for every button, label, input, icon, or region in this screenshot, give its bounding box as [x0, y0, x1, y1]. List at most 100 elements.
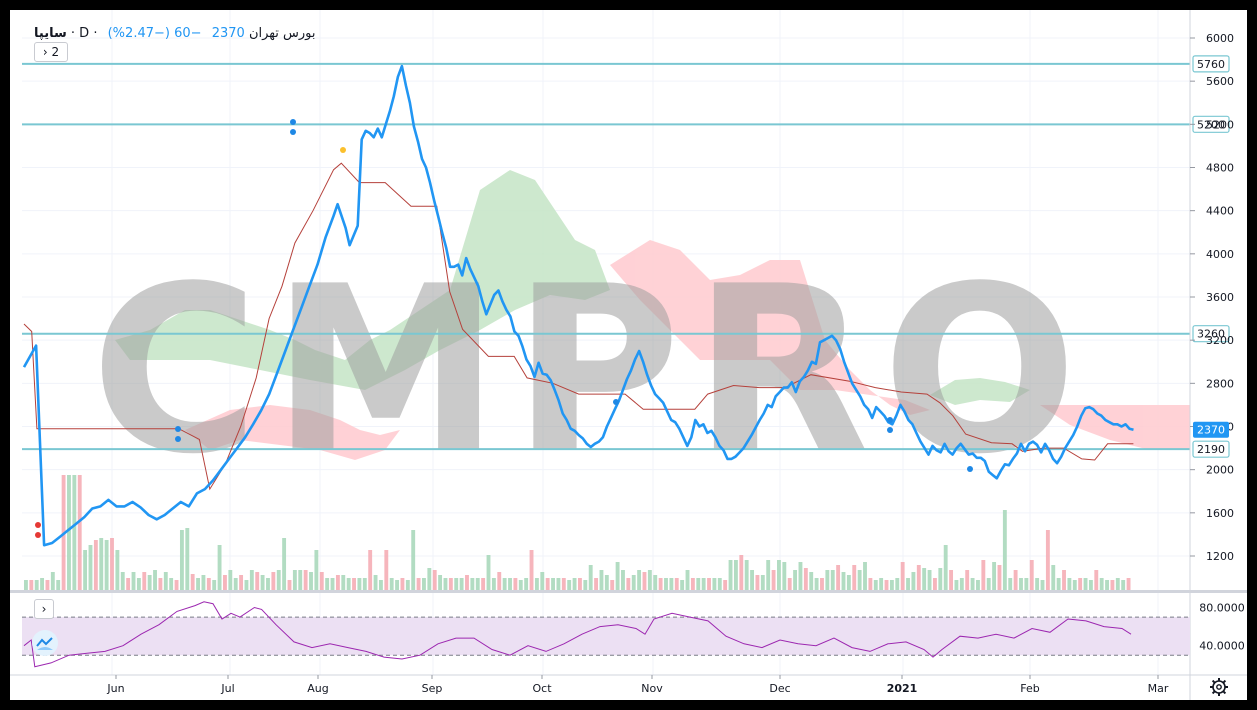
volume-bar: [346, 578, 351, 590]
horizontal-level-tag: [1192, 55, 1230, 73]
volume-bar: [196, 578, 200, 590]
volume-bar: [475, 578, 480, 590]
cloud-red-2: [610, 240, 930, 415]
chevron-right-icon: ›: [41, 602, 47, 616]
symbol-name[interactable]: سایپا: [34, 26, 67, 41]
volume-bar: [88, 545, 93, 590]
volume-bar: [34, 580, 39, 590]
volume-bar: [1072, 580, 1077, 590]
volume-bar: [249, 570, 254, 590]
rsi-tick-label: 40.0000: [1199, 640, 1245, 653]
chart-area[interactable]: CMPRO 5760 5200 3260 2190: [10, 10, 1247, 700]
volume-bar: [115, 550, 120, 590]
rsi-pane[interactable]: 80.0000 40.0000: [22, 601, 1245, 668]
volume-bar: [416, 578, 421, 590]
volume-bar: [895, 578, 900, 590]
volume-bar: [1056, 578, 1061, 590]
volume-bar: [750, 570, 754, 590]
volume-bar: [1019, 578, 1023, 590]
rsi-band: [22, 617, 1190, 656]
price-tick-label: 2800: [1206, 377, 1234, 390]
volume-bar: [335, 575, 340, 590]
horizontal-level-tag: [1192, 325, 1230, 343]
volume-bar: [185, 528, 190, 590]
rsi-line: [23, 601, 1132, 668]
signal-marker: [613, 399, 619, 405]
volume-bar: [674, 578, 679, 590]
signal-marker: [175, 426, 181, 432]
volume-bar: [610, 580, 615, 590]
volume-bar: [551, 578, 555, 590]
volume-bar: [561, 578, 566, 590]
time-tick-label: Feb: [1020, 682, 1039, 695]
time-tick-label: Sep: [422, 682, 443, 695]
price-tick-label: 3600: [1206, 291, 1234, 304]
volume-bar: [814, 578, 819, 590]
time-tick-label: Mar: [1148, 682, 1169, 695]
price-tick-label: 6000: [1206, 32, 1234, 45]
volume-bar: [190, 574, 195, 590]
volume-bar: [825, 570, 830, 590]
rsi-legend-icon[interactable]: [32, 630, 58, 656]
rsi-collapse-button[interactable]: ›: [34, 599, 54, 619]
time-tick-label: Dec: [769, 682, 790, 695]
volume-bar: [411, 530, 416, 590]
volume-bar: [45, 580, 50, 590]
volume-bar: [174, 580, 179, 590]
price-scale[interactable]: 1200160020002400280032003600400044004800…: [1189, 10, 1234, 700]
volume-bar: [529, 550, 534, 590]
volume-bar: [959, 578, 964, 590]
volume-bar: [1002, 510, 1007, 590]
volume-bar: [540, 572, 545, 590]
volume-bar: [906, 578, 910, 590]
dot-separator: ·: [70, 26, 76, 41]
volume-bar: [287, 580, 292, 590]
time-axis[interactable]: Jun Jul Aug Sep Oct Nov Dec 2021 Feb Mar: [106, 675, 1169, 695]
indicators-toggle-button[interactable]: › 2: [34, 42, 68, 62]
volume-bar: [163, 572, 168, 590]
horizontal-level-label: 5760: [1197, 58, 1225, 71]
volume-bar: [604, 575, 609, 590]
volume-bar: [524, 578, 529, 590]
chart-svg[interactable]: CMPRO 5760 5200 3260 2190: [10, 10, 1247, 700]
volume-bar: [949, 570, 954, 590]
volume-bar: [1110, 580, 1115, 590]
volume-bar: [707, 578, 711, 590]
chart-legend-header: سایپا · D · بورس تهران 2370 −60 (−2.47%): [34, 26, 316, 41]
volume-bar: [637, 570, 642, 590]
cloud: [115, 170, 1190, 460]
volume-bars: [24, 475, 1131, 590]
volume-bar: [884, 580, 889, 590]
time-tick-label: Oct: [532, 682, 552, 695]
volume-bar: [502, 578, 507, 590]
horizontal-levels[interactable]: 5760 5200 3260 2190: [22, 55, 1230, 458]
volume-bar: [777, 560, 781, 590]
price-series[interactable]: [22, 64, 1134, 547]
watermark: CMPRO: [91, 238, 1090, 505]
volume-bar: [179, 530, 184, 590]
interval-label[interactable]: D: [79, 26, 90, 41]
volume-bar: [578, 578, 582, 590]
volume-bar: [93, 540, 98, 590]
settings-gear-icon[interactable]: [1210, 678, 1228, 696]
last-price: 2370: [211, 26, 245, 41]
signal-marker: [887, 417, 893, 423]
volume-bar: [701, 578, 706, 590]
volume-bar: [1040, 580, 1045, 590]
signal-marker: [290, 119, 296, 125]
volume-bar: [1035, 578, 1040, 590]
volume-bar: [728, 560, 733, 590]
cloud-green-2: [930, 378, 1030, 405]
volume-bar: [766, 560, 771, 590]
pane-separator[interactable]: [10, 590, 1247, 593]
volume-bar: [830, 570, 835, 590]
volume-bar: [997, 565, 1002, 590]
horizontal-level-label: 5200: [1197, 118, 1225, 131]
volume-bar: [233, 578, 238, 590]
volume-bar: [481, 578, 486, 590]
volume-bar: [126, 578, 131, 590]
volume-bar: [938, 568, 943, 590]
volume-bar: [352, 578, 356, 590]
volume-bar: [56, 580, 61, 590]
